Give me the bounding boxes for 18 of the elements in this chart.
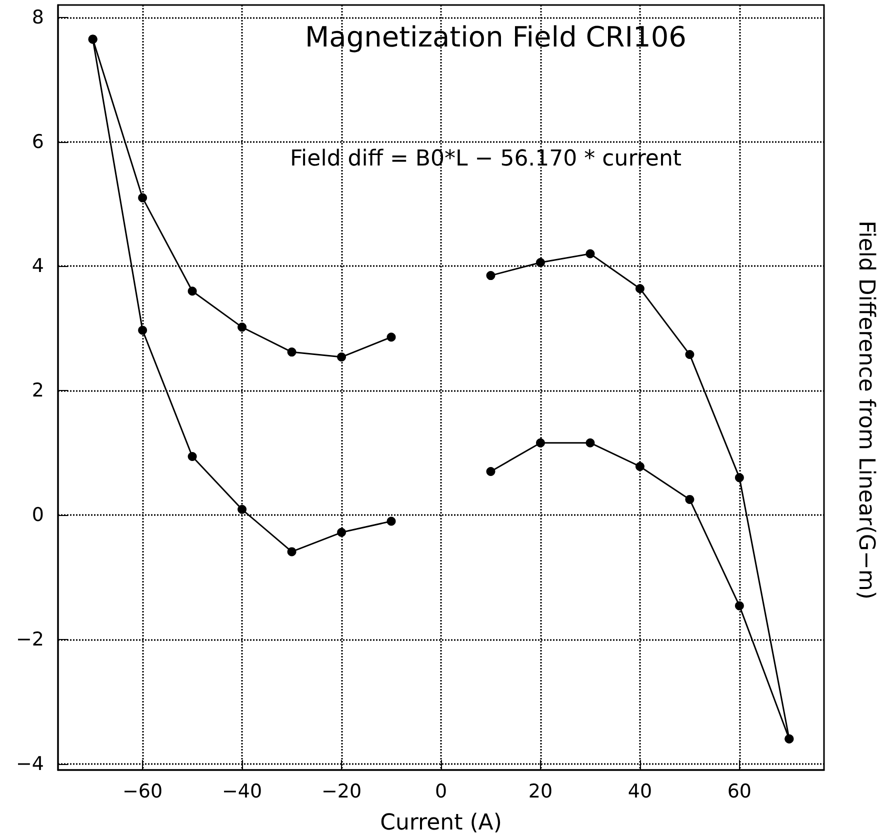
y-tick-label: 4 <box>32 255 44 278</box>
y-tick-label: 2 <box>32 380 44 402</box>
x-tick-label: 60 <box>727 780 752 802</box>
y-tick-label: −4 <box>16 752 44 775</box>
x-tick-label: 20 <box>528 780 553 802</box>
y-tick-label: 0 <box>32 504 44 526</box>
y-tick-label: 8 <box>32 6 44 28</box>
annotation: Field diff = B0*L − 56.170 * current <box>290 146 682 172</box>
x-tick-label: −20 <box>321 780 362 802</box>
y-axis-title: Field Difference from Linear(G−m) <box>854 220 878 600</box>
x-tick-label: −60 <box>122 780 163 802</box>
x-axis-title: Current (A) <box>380 810 502 836</box>
y-tick-label: −2 <box>16 628 44 650</box>
x-tick-label: −40 <box>222 780 262 802</box>
y-tick-label: 6 <box>32 130 44 153</box>
x-tick-label: 40 <box>628 780 652 802</box>
x-tick-label: 0 <box>434 780 448 802</box>
text: Magnetization Field CRI106 <box>305 20 686 54</box>
